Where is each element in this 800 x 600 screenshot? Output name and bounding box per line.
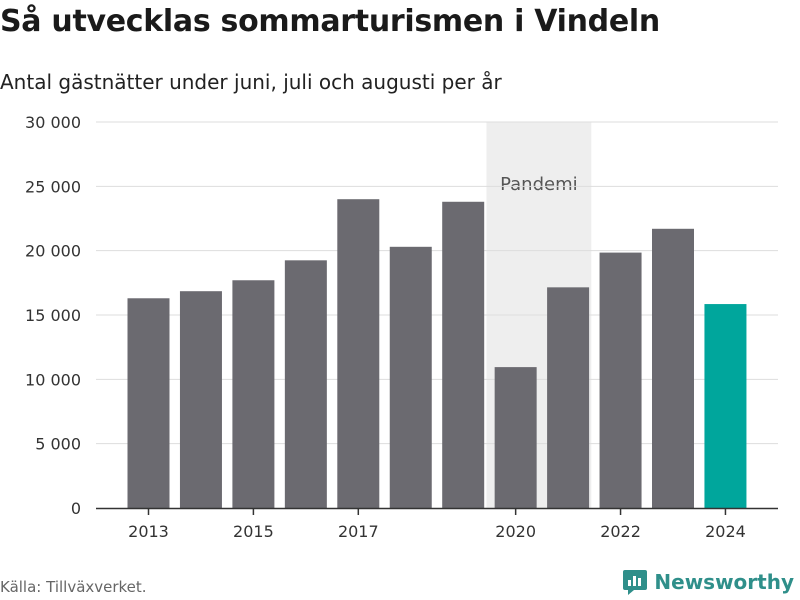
annotation-label: Pandemi <box>500 174 578 195</box>
x-tick-label: 2015 <box>233 522 274 541</box>
bar-2017 <box>337 199 380 508</box>
chart-title: Så utvecklas sommarturismen i Vindeln <box>0 4 660 39</box>
bar-2016 <box>284 260 327 508</box>
y-tick-label: 10 000 <box>25 370 81 389</box>
bar-2013 <box>127 298 170 508</box>
y-tick-label: 20 000 <box>25 242 81 261</box>
y-tick-label: 5 000 <box>35 435 81 454</box>
bar-2018 <box>389 246 432 508</box>
y-tick-label: 30 000 <box>25 113 81 132</box>
newsworthy-logo-icon <box>623 570 648 595</box>
x-tick-label: 2024 <box>705 522 746 541</box>
bar-2023 <box>652 228 694 508</box>
x-tick-label: 2013 <box>128 522 169 541</box>
bar-2020 <box>494 367 537 508</box>
bar-2021 <box>547 287 590 508</box>
brand-name: Newsworthy <box>654 570 794 594</box>
x-tick-label: 2017 <box>338 522 379 541</box>
bar-chart: Pandemi 0 5 000 10 000 15 000 20 000 25 000 30 … <box>25 113 778 541</box>
chart-subtitle: Antal gästnätter under juni, juli och au… <box>0 70 502 94</box>
x-tick-label: 2020 <box>495 522 536 541</box>
y-tick-label: 0 <box>71 499 81 518</box>
y-tick-label: 25 000 <box>25 177 81 196</box>
brand-logo: Newsworthy <box>622 568 794 596</box>
bar-2014 <box>179 291 222 508</box>
x-tick-label: 2022 <box>600 522 641 541</box>
bar-2022 <box>599 252 642 508</box>
bar-2015 <box>232 280 275 508</box>
source-note: Källa: Tillväxverket. <box>0 578 147 596</box>
y-tick-label: 15 000 <box>25 306 81 325</box>
bar-2019 <box>442 201 485 509</box>
bar-2024 <box>704 304 747 508</box>
